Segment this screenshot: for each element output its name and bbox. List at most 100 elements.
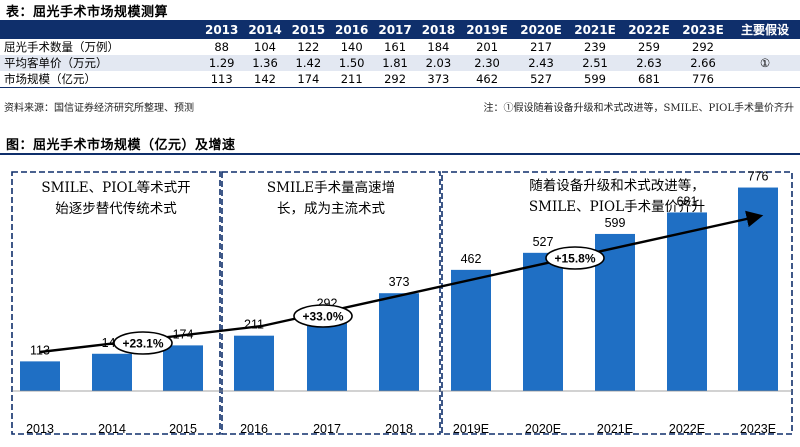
table-cell: 201 xyxy=(476,40,499,54)
assumption-header: 主要假设 xyxy=(730,20,800,39)
bar-value-label: 527 xyxy=(533,235,554,249)
bar xyxy=(163,345,203,391)
table-title: 表：屈光手术市场规模测算 xyxy=(6,5,169,20)
bar-value-label: 776 xyxy=(748,170,769,184)
x-tick-label: 2021E xyxy=(597,422,633,436)
table-cell: 373 xyxy=(416,71,461,88)
table-cell: 142 xyxy=(243,71,287,88)
phase-description: SMILE手术量高速增 xyxy=(267,179,395,196)
table-cell: 1.29 xyxy=(200,55,244,71)
year-header: 2019E xyxy=(460,20,515,39)
assumption-cell: ① xyxy=(730,55,800,71)
x-tick-label: 2017 xyxy=(313,422,341,436)
bar xyxy=(20,361,60,391)
table-cell: 527 xyxy=(514,71,569,88)
bar xyxy=(92,353,132,391)
x-tick-label: 2022E xyxy=(669,422,705,436)
bar xyxy=(379,293,419,391)
table-row: 平均客单价（万元） 1.29 1.36 1.42 1.50 1.81 2.03 … xyxy=(0,55,800,71)
year-header: 2017 xyxy=(373,20,417,39)
bar-value-label: 462 xyxy=(461,252,482,266)
table-cell: 184 xyxy=(427,40,450,54)
year-header: 2022E xyxy=(622,20,676,39)
row-label: 市场规模（亿元） xyxy=(0,71,200,88)
phase-description: SMILE、PIOL手术量价齐升 xyxy=(529,199,705,215)
bar-value-label: 113 xyxy=(30,343,50,357)
table-cell: 259 xyxy=(638,40,660,54)
table-cell: 2.43 xyxy=(514,55,569,71)
table-cell: 292 xyxy=(373,71,417,88)
phase-box xyxy=(441,171,793,435)
table-cell: 2.51 xyxy=(568,55,623,71)
table-row: 市场规模（亿元） 113 142 174 211 292 373 462 527… xyxy=(0,71,800,88)
phase-description: 长，成为主流术式 xyxy=(277,201,385,217)
year-header: 2016 xyxy=(330,20,374,39)
phase-description: SMILE、PIOL等术式开 xyxy=(41,179,190,196)
table-header-row: 2013 2014 2015 2016 2017 2018 2019E 2020… xyxy=(0,20,800,39)
growth-rate-oval xyxy=(113,331,173,355)
table-source: 资料来源：国信证券经济研究所整理、预测 xyxy=(4,103,194,114)
table-cell: 776 xyxy=(676,71,730,88)
table-cell: 2.63 xyxy=(622,55,676,71)
x-tick-label: 2014 xyxy=(98,422,126,436)
table-cell: 174 xyxy=(286,71,331,88)
table-cell: 88 xyxy=(214,40,229,54)
phase-box xyxy=(11,171,221,435)
phase-box xyxy=(221,171,441,435)
market-size-table: 2013 2014 2015 2016 2017 2018 2019E 2020… xyxy=(0,20,800,88)
table-cell: 292 xyxy=(692,40,714,54)
bar xyxy=(667,212,707,391)
table-cell: 239 xyxy=(584,40,606,54)
table-footnote: 注：①假设随着设备升级和术式改进等，SMILE、PIOL手术量价齐升 xyxy=(483,103,795,114)
header-blank xyxy=(0,20,200,39)
table-cell: 599 xyxy=(568,71,623,88)
table-cell: 113 xyxy=(200,71,244,88)
bar xyxy=(234,335,274,391)
table-cell: 1.42 xyxy=(286,55,331,71)
figure-title-rule xyxy=(0,153,800,155)
assumption-cell xyxy=(730,39,800,55)
table-cell: 211 xyxy=(330,71,374,88)
year-header: 2018 xyxy=(416,20,461,39)
table-cell: 681 xyxy=(622,71,676,88)
x-tick-label: 2023E xyxy=(740,422,776,436)
year-header: 2021E xyxy=(568,20,623,39)
table-cell: 122 xyxy=(297,40,320,54)
bar-value-label: 681 xyxy=(677,194,698,208)
table-cell: 1.36 xyxy=(243,55,287,71)
table-cell: 140 xyxy=(340,40,363,54)
figure-title: 图：屈光手术市场规模（亿元）及增速 xyxy=(6,138,236,153)
growth-rate-oval xyxy=(545,246,605,270)
bar-value-label: 599 xyxy=(605,216,626,230)
x-tick-label: 2020E xyxy=(525,422,561,436)
bar xyxy=(523,252,563,391)
bar-value-label: 373 xyxy=(389,275,410,289)
growth-rate-label: +15.8% xyxy=(554,252,595,266)
row-label: 平均客单价（万元） xyxy=(0,55,200,71)
table-cell: 462 xyxy=(460,71,515,88)
table-cell: 1.81 xyxy=(373,55,417,71)
table-cell: 2.30 xyxy=(460,55,515,71)
x-tick-label: 2019E xyxy=(453,422,489,436)
x-tick-label: 2013 xyxy=(26,422,54,436)
phase-description: 随着设备升级和术式改进等， xyxy=(529,177,705,194)
table-cell: 1.50 xyxy=(330,55,374,71)
year-header: 2015 xyxy=(286,20,331,39)
table-cell: 217 xyxy=(530,40,553,54)
year-header: 2023E xyxy=(676,20,730,39)
year-header: 2013 xyxy=(200,20,244,39)
x-tick-label: 2015 xyxy=(169,422,197,436)
assumption-cell xyxy=(730,71,800,88)
year-header: 2020E xyxy=(514,20,569,39)
bar xyxy=(451,269,491,391)
x-tick-label: 2018 xyxy=(385,422,413,436)
growth-rate-oval xyxy=(293,304,353,328)
table-cell: 161 xyxy=(384,40,407,54)
x-tick-label: 2016 xyxy=(240,422,268,436)
row-label: 屈光手术数量（万例） xyxy=(4,40,119,54)
table-cell: 2.03 xyxy=(416,55,461,71)
growth-rate-label: +23.1% xyxy=(122,337,163,351)
table-row: 屈光手术数量（万例） 88 104 122 140 161 184 201 21… xyxy=(0,39,800,55)
year-header: 2014 xyxy=(243,20,287,39)
